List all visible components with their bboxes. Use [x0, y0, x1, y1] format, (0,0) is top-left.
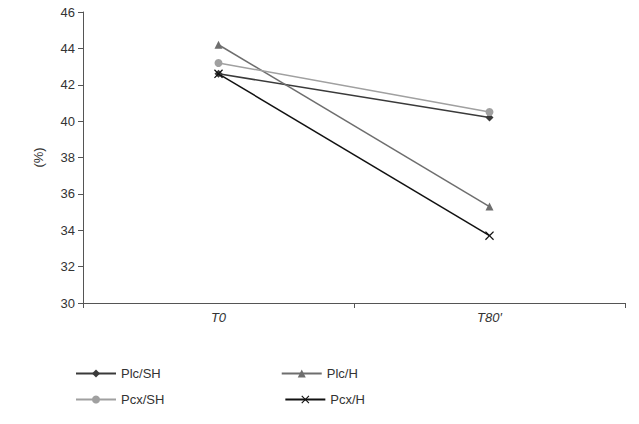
svg-text:36: 36 [61, 186, 75, 201]
svg-text:Pcx/H: Pcx/H [330, 392, 365, 407]
svg-text:44: 44 [61, 41, 75, 56]
svg-text:46: 46 [61, 5, 75, 20]
svg-text:34: 34 [61, 223, 75, 238]
svg-text:42: 42 [61, 77, 75, 92]
svg-text:38: 38 [61, 150, 75, 165]
svg-text:Plc/H: Plc/H [327, 366, 358, 381]
svg-text:32: 32 [61, 259, 75, 274]
svg-text:T0: T0 [211, 310, 227, 325]
svg-text:30: 30 [61, 296, 75, 311]
svg-text:T80′: T80′ [477, 310, 502, 325]
svg-text:(%): (%) [31, 147, 46, 167]
svg-text:Plc/SH: Plc/SH [121, 366, 161, 381]
svg-text:40: 40 [61, 114, 75, 129]
svg-text:Pcx/SH: Pcx/SH [121, 392, 164, 407]
